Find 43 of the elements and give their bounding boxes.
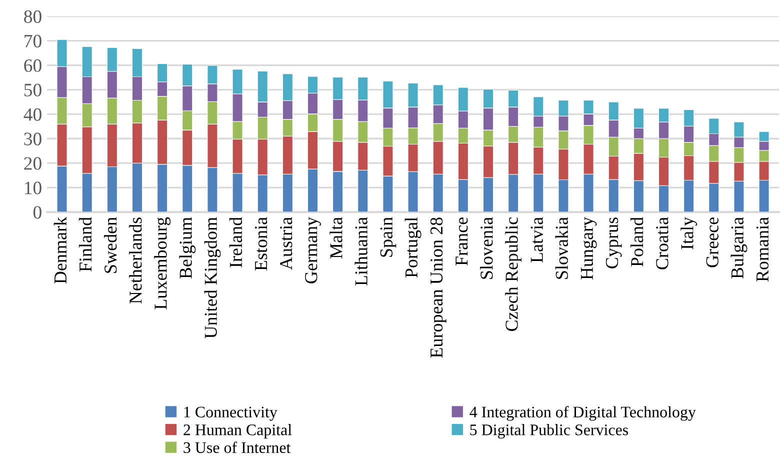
legend-label: 1 Connectivity <box>184 406 278 421</box>
x-tick-label: Luxembourg <box>154 217 171 310</box>
y-tick-label: 30 <box>24 132 42 146</box>
x-tick-label: Malta <box>330 217 342 258</box>
x-tick-label: Denmark <box>54 216 67 284</box>
x-tick-label: Spain <box>380 217 396 257</box>
x-tick-label: European Union 28 <box>430 218 446 358</box>
x-tick-label: Ireland <box>229 217 242 268</box>
x-tick-label: Portugal <box>404 217 422 278</box>
x-tick-label: Slovenia <box>480 217 493 279</box>
x-tick-label: Hungary <box>581 216 597 280</box>
x-tick-label: Lithuania <box>354 217 368 286</box>
x-tick-label: Germany <box>305 216 321 284</box>
legend-label: 5 Digital Public Services <box>470 424 628 439</box>
y-tick-label: 50 <box>24 84 42 96</box>
x-tick-label: France <box>456 218 468 266</box>
x-tick-label: Croatia <box>656 217 668 270</box>
x-tick-label: Netherlands <box>129 218 142 304</box>
x-tick-label: Poland <box>630 217 644 267</box>
x-tick-label: Sweden <box>104 217 117 273</box>
x-tick-label: Slovakia <box>555 217 568 279</box>
x-tick-label: Cyprus <box>606 218 622 268</box>
y-tick-label: 10 <box>25 182 42 194</box>
legend-label: 2 Human Capital <box>184 424 292 439</box>
y-tick-label: 0 <box>33 206 42 219</box>
legend-label: 4 Integration of Digital Technology <box>470 406 696 421</box>
y-tick-label: 80 <box>24 10 42 23</box>
x-tick-label: Romania <box>756 217 769 282</box>
y-tick-label: 20 <box>24 157 42 170</box>
x-tick-label: Belgium <box>179 217 196 279</box>
legend-label: 3 Use of Internet <box>184 442 291 454</box>
x-tick-label: Austria <box>280 217 292 270</box>
x-tick-label: Finland <box>78 217 92 272</box>
y-tick-label: 40 <box>24 108 42 121</box>
x-tick-label: Latvia <box>530 217 543 262</box>
x-tick-label: Estonia <box>254 217 268 271</box>
y-tick-label: 70 <box>24 34 42 48</box>
x-tick-label: Italy <box>680 216 698 250</box>
x-tick-label: Bulgaria <box>730 217 748 279</box>
y-tick-label: 60 <box>24 59 42 72</box>
x-tick-label: Czech Republic <box>505 217 522 331</box>
x-tick-label: United Kingdom <box>204 217 221 338</box>
x-tick-label: Greece <box>706 218 718 268</box>
